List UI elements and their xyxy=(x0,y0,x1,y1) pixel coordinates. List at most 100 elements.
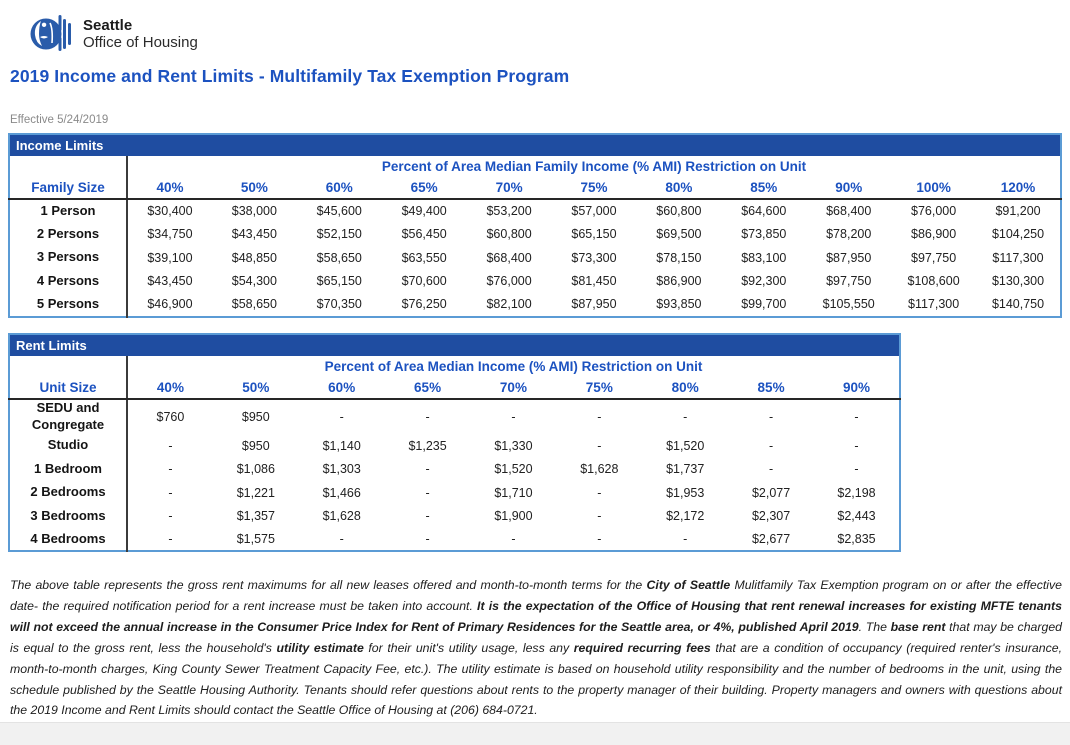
value-cell: $2,077 xyxy=(751,485,791,500)
value-cell: - xyxy=(168,485,173,500)
value-cell: $43,450 xyxy=(231,227,277,242)
empty-corner-cell xyxy=(9,356,128,377)
value-cell: - xyxy=(854,462,859,477)
effective-date: Effective 5/24/2019 xyxy=(10,114,109,126)
value-cell: $87,950 xyxy=(571,297,617,312)
value-cell: $104,250 xyxy=(991,227,1045,242)
value-cell: $1,628 xyxy=(322,509,361,524)
value-cell: $2,443 xyxy=(837,509,876,524)
table-row: 4 Bedrooms - $1,575 - - - - - $2,677 $2,835 xyxy=(9,527,900,552)
value-cell: $83,100 xyxy=(741,250,787,265)
value-cell: $39,100 xyxy=(147,250,193,265)
footnote-bold-segment: It is the expectation of the Office of H… xyxy=(10,598,1062,634)
seattle-city-emblem-icon xyxy=(30,15,71,51)
value-cell: $53,200 xyxy=(486,204,532,219)
row-label: 2 Persons xyxy=(9,222,128,246)
footnote-paragraph: The above table represents the gross ren… xyxy=(10,575,1062,721)
value-cell: $58,650 xyxy=(231,297,277,312)
value-cell: - xyxy=(854,438,859,453)
col-header: 65% xyxy=(384,377,471,400)
value-cell: $117,300 xyxy=(992,250,1044,265)
value-cell: $108,600 xyxy=(907,274,960,289)
footnote-segment: . The xyxy=(858,619,891,634)
col-header: 90% xyxy=(814,377,900,400)
value-cell: $38,000 xyxy=(231,204,277,219)
value-cell: $97,750 xyxy=(826,274,872,289)
income-limits-table: Income Limits Percent of Area Median Fami… xyxy=(8,133,1062,318)
value-cell: $105,550 xyxy=(822,297,875,312)
section-title-row: Income Limits xyxy=(9,134,1061,156)
value-cell: - xyxy=(768,409,774,424)
value-cell: $78,150 xyxy=(656,250,702,265)
value-cell: - xyxy=(597,438,602,453)
value-cell: - xyxy=(511,409,516,424)
value-cell: $1,737 xyxy=(666,462,705,477)
value-cell: $130,300 xyxy=(991,274,1045,289)
value-cell: - xyxy=(425,532,430,547)
col-header: 60% xyxy=(296,177,382,200)
value-cell: $45,600 xyxy=(316,204,362,219)
row-label: 4 Persons xyxy=(9,269,128,293)
table-row: 1 Bedroom - $1,086 $1,303 - $1,520 $1,628 $1,73… xyxy=(9,457,900,481)
value-cell: $68,400 xyxy=(826,204,872,219)
value-cell: $76,250 xyxy=(401,297,447,312)
value-cell: $99,700 xyxy=(741,297,787,312)
value-cell: $48,850 xyxy=(231,250,277,265)
col-header: 70% xyxy=(466,177,552,200)
value-cell: - xyxy=(597,485,602,500)
row-label: 1 Person xyxy=(9,199,128,223)
value-cell: $1,235 xyxy=(408,438,447,453)
value-cell: $91,200 xyxy=(995,204,1041,219)
col-header: 40% xyxy=(127,177,212,200)
footnote-segment: for their unit's utility usage, less any xyxy=(363,640,574,655)
col-header: 50% xyxy=(211,177,297,200)
footnote-segment: that may be charged is equal to the gros… xyxy=(10,619,1062,655)
column-header-row: Family Size 40% 50% 60% 65% 70% 75% 80% 85% 90% 10… xyxy=(9,177,1061,200)
value-cell: $117,300 xyxy=(908,297,960,312)
value-cell: $64,600 xyxy=(741,204,787,219)
footnote-bold-segment: City of Seattle xyxy=(646,578,731,592)
table-row: 2 Persons $34,750 $43,450 $52,150 $56,450 $60… xyxy=(9,222,1061,246)
value-cell: $1,357 xyxy=(236,509,275,524)
value-cell: $56,450 xyxy=(401,227,447,242)
value-cell: $2,677 xyxy=(751,532,791,547)
value-cell: - xyxy=(768,462,774,477)
value-cell: $34,750 xyxy=(147,227,193,242)
span-header-row: Percent of Area Median Family Income (% … xyxy=(9,156,1061,177)
value-cell: $76,000 xyxy=(911,204,957,219)
value-cell: $2,835 xyxy=(837,532,876,547)
col-header: 75% xyxy=(551,177,637,200)
value-cell: $54,300 xyxy=(231,274,277,289)
value-cell: - xyxy=(597,509,602,524)
value-cell: $60,800 xyxy=(656,204,702,219)
value-cell: - xyxy=(597,532,602,547)
table-row: Studio - $950 $1,140 $1,235 $1,330 - $1,520 - - xyxy=(9,433,900,458)
seattle-office-of-housing-logo: Seattle Office of Housing xyxy=(28,11,198,57)
value-cell: - xyxy=(683,409,688,424)
value-cell: - xyxy=(768,438,774,453)
value-cell: $1,900 xyxy=(494,509,533,524)
row-label: 5 Persons xyxy=(9,293,128,317)
row-header: Unit Size xyxy=(9,377,128,400)
col-header: 75% xyxy=(556,377,643,400)
page-title: 2019 Income and Rent Limits - Multifamil… xyxy=(10,66,570,86)
value-cell: - xyxy=(168,462,173,477)
value-cell: - xyxy=(854,409,859,424)
value-cell: $78,200 xyxy=(826,227,872,242)
col-header: 65% xyxy=(381,177,467,200)
value-cell: - xyxy=(168,532,173,547)
value-cell: $70,600 xyxy=(401,274,447,289)
value-cell: $1,303 xyxy=(322,462,361,477)
value-cell: $1,221 xyxy=(236,485,275,500)
col-header: 100% xyxy=(891,177,977,200)
col-header: 80% xyxy=(636,177,722,200)
value-cell: $60,800 xyxy=(486,227,532,242)
ami-span-header: Percent of Area Median Family Income (% … xyxy=(381,159,807,174)
table-row: 3 Persons $39,100 $48,850 $58,650 $63,550 $68… xyxy=(9,246,1061,270)
value-cell: $140,750 xyxy=(991,297,1045,312)
value-cell: $1,575 xyxy=(236,532,275,547)
col-header: 80% xyxy=(642,377,729,400)
value-cell: $58,650 xyxy=(316,250,362,265)
col-header: 85% xyxy=(721,177,807,200)
value-cell: - xyxy=(168,509,173,524)
